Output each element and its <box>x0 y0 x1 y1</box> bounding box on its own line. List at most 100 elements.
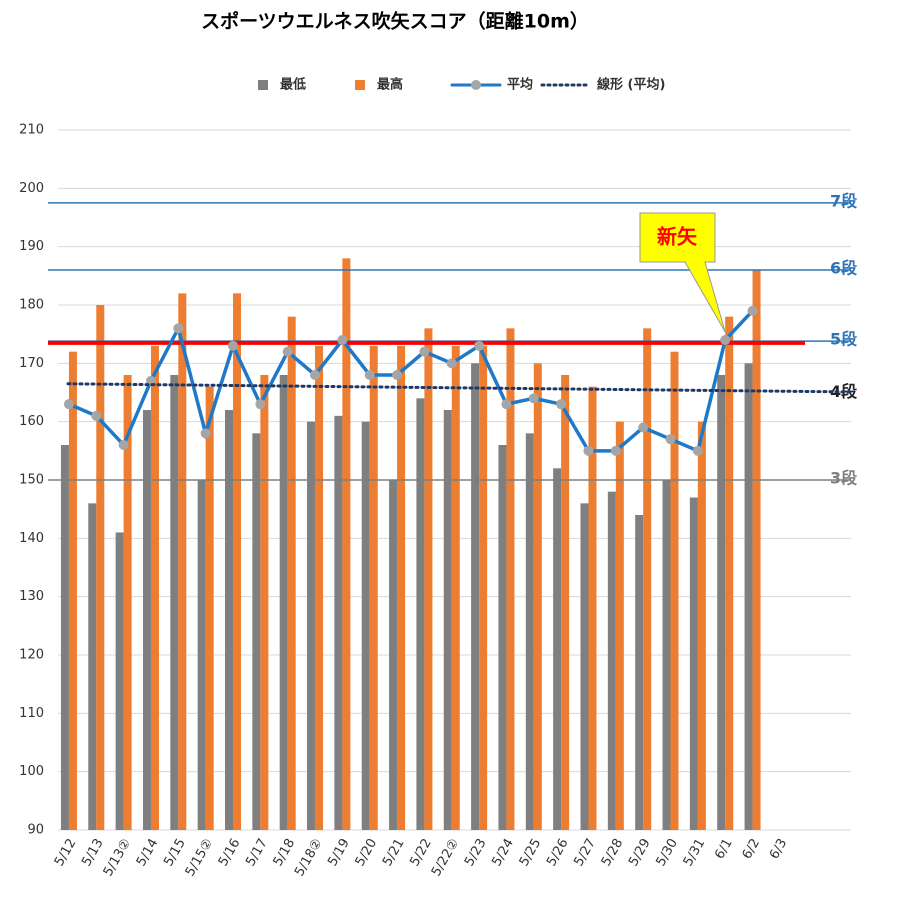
bar <box>178 293 187 830</box>
bar <box>561 375 570 830</box>
average-point <box>392 370 403 380</box>
x-tick-label: 5/18 <box>271 836 299 869</box>
bar <box>670 351 679 830</box>
bar <box>225 410 234 830</box>
legend-swatch <box>471 80 481 90</box>
bar <box>553 468 562 830</box>
average-point <box>501 399 512 410</box>
bar <box>88 503 97 830</box>
average-point <box>528 393 539 404</box>
bar <box>307 421 316 830</box>
y-tick-label: 150 <box>19 473 44 488</box>
bar <box>662 480 671 830</box>
legend-swatch <box>355 80 365 90</box>
bar <box>369 345 378 830</box>
bar <box>233 293 242 830</box>
x-tick-label: 5/19 <box>325 836 353 869</box>
legend-label: 最高 <box>377 77 403 93</box>
reference-label: 3段 <box>830 469 858 488</box>
bar <box>142 410 151 830</box>
x-tick-label: 5/22 <box>407 836 435 869</box>
x-tick-label: 5/18② <box>292 836 325 879</box>
chart-title: スポーツウエルネス吹矢スコア（距離10m） <box>201 10 589 33</box>
average-point <box>173 323 184 334</box>
average-point <box>692 445 703 456</box>
y-tick-label: 200 <box>19 181 44 196</box>
average-point <box>255 399 266 410</box>
bar <box>342 258 351 830</box>
y-tick-label: 130 <box>19 589 44 604</box>
average-point <box>446 358 457 369</box>
reference-label: 5段 <box>830 330 858 349</box>
reference-label: 6段 <box>830 259 858 278</box>
bar <box>170 375 179 830</box>
x-tick-label: 6/3 <box>767 836 790 862</box>
bar <box>123 375 132 830</box>
bar <box>205 386 214 830</box>
average-point <box>228 340 239 351</box>
average-point <box>310 370 321 380</box>
bar <box>287 316 296 831</box>
bar <box>643 328 652 830</box>
x-tick-label: 6/2 <box>740 836 763 862</box>
average-point <box>720 335 731 345</box>
bar <box>252 433 261 830</box>
x-tick-label: 5/15② <box>183 836 216 879</box>
average-point <box>337 335 348 345</box>
bar <box>744 363 753 830</box>
bar <box>389 480 398 830</box>
average-point <box>638 422 649 433</box>
bar <box>697 421 706 830</box>
bar <box>580 503 589 830</box>
x-tick-label: 5/27 <box>571 836 599 869</box>
bar <box>725 316 734 831</box>
average-point <box>91 410 102 421</box>
legend-swatch <box>258 80 268 90</box>
average-point <box>63 399 74 410</box>
average-line <box>67 309 755 454</box>
bar <box>334 415 343 830</box>
bar <box>479 345 488 830</box>
x-tick-label: 5/12 <box>52 836 80 869</box>
bar <box>96 305 105 830</box>
average-point <box>200 428 211 439</box>
y-tick-label: 210 <box>19 123 44 138</box>
average-point <box>665 434 676 445</box>
bar <box>60 445 69 830</box>
x-tick-label: 5/17 <box>243 836 271 869</box>
bar <box>279 375 288 830</box>
average-point <box>364 370 375 380</box>
y-tick-label: 90 <box>27 823 44 838</box>
bar <box>68 351 77 830</box>
bar <box>717 375 726 830</box>
y-tick-label: 190 <box>19 239 44 254</box>
bar <box>451 345 460 830</box>
trend-line <box>66 382 853 394</box>
legend-label: 最低 <box>280 77 306 93</box>
x-tick-label: 5/15 <box>161 836 189 869</box>
x-tick-label: 5/13② <box>101 836 134 879</box>
bar <box>471 363 480 830</box>
callout-text: 新矢 <box>657 225 698 249</box>
bar <box>615 421 624 830</box>
reference-label: 7段 <box>830 191 858 210</box>
x-tick-label: 5/21 <box>380 836 408 869</box>
x-tick-label: 5/25 <box>517 836 545 869</box>
average-point <box>610 445 621 456</box>
legend-label: 平均 <box>507 77 533 93</box>
y-tick-label: 140 <box>19 531 44 546</box>
average-point <box>583 445 594 456</box>
bar <box>397 345 406 830</box>
x-tick-label: 5/16 <box>216 836 244 869</box>
bar <box>588 386 597 830</box>
x-tick-label: 5/31 <box>681 836 709 869</box>
callout <box>639 212 726 333</box>
bar <box>260 375 269 830</box>
legend-label: 線形 (平均) <box>597 77 665 93</box>
x-tick-label: 6/1 <box>712 836 735 862</box>
x-tick-label: 5/26 <box>544 836 572 869</box>
bar <box>498 445 507 830</box>
bar <box>443 410 452 830</box>
bar <box>506 328 515 830</box>
